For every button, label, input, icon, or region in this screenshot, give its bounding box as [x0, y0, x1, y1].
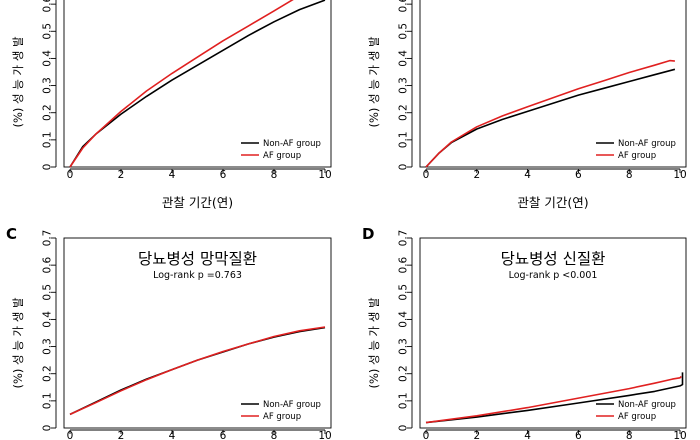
x-axis-label: 관찰 기간(연) — [162, 195, 233, 210]
y-tick-label: 0.3 — [41, 338, 53, 355]
series-line-af — [425, 59, 675, 168]
y-tick-label: 0.6 — [41, 0, 53, 12]
series-line-af — [425, 375, 682, 424]
y-tick-label: 0.3 — [41, 77, 53, 94]
y-tick-label: 0.2 — [41, 365, 53, 382]
y-axis-label: (%) 성 능 가 생 발 — [11, 36, 25, 127]
x-tick-label: 0 — [423, 430, 430, 440]
legend-entry: AF group — [618, 151, 656, 161]
x-tick-label: 4 — [169, 169, 176, 181]
chart-panel-2: 00.10.20.30.40.50.60.70246810관찰 기간(연)(%)… — [367, 0, 687, 210]
y-axis-label: (%) 성 능 가 생 발 — [11, 297, 25, 388]
y-tick-label: 0.6 — [41, 256, 53, 273]
x-tick-label: 0 — [67, 430, 74, 440]
y-tick-label: 0.7 — [397, 230, 409, 247]
series-line-non-af — [425, 372, 684, 424]
y-tick-label: 0.1 — [397, 132, 409, 149]
y-tick-label: 0 — [397, 164, 409, 171]
y-tick-label: 0.1 — [41, 132, 53, 149]
x-tick-label: 10 — [673, 430, 686, 440]
plot-frame — [63, 237, 332, 429]
legend-entry: AF group — [263, 412, 301, 422]
x-tick-label: 8 — [271, 430, 278, 440]
y-tick-label: 0.6 — [397, 0, 409, 12]
x-tick-label: 10 — [318, 169, 331, 181]
y-tick-label: 0.1 — [397, 393, 409, 410]
y-tick-label: 0.6 — [397, 256, 409, 273]
x-tick-label: 6 — [575, 430, 582, 440]
x-tick-label: 8 — [271, 169, 278, 181]
y-tick-label: 0.5 — [397, 23, 409, 40]
plot-frame — [419, 237, 687, 429]
y-tick-label: 0.7 — [41, 230, 53, 247]
legend-entry: Non-AF group — [263, 400, 321, 410]
y-axis-label: (%) 성 능 가 생 발 — [367, 36, 381, 127]
y-tick-label: 0.5 — [41, 284, 53, 301]
x-tick-label: 4 — [524, 169, 531, 181]
panel-subtitle: Log-rank p =0.763 — [153, 270, 242, 281]
x-tick-label: 10 — [673, 169, 686, 181]
y-tick-label: 0.3 — [397, 338, 409, 355]
x-tick-label: 6 — [220, 169, 227, 181]
x-tick-label: 6 — [220, 430, 227, 440]
y-tick-label: 0.5 — [41, 23, 53, 40]
x-tick-label: 2 — [473, 430, 480, 440]
y-axis-label: (%) 성 능 가 생 발 — [367, 297, 381, 388]
panel-letter: C — [6, 225, 17, 243]
panel-title: 당뇨병성 망막질환 — [138, 250, 257, 268]
panel-title: 당뇨병성 신질환 — [501, 250, 606, 268]
x-tick-label: 10 — [318, 430, 331, 440]
x-tick-label: 4 — [169, 430, 176, 440]
panel-letter: D — [362, 225, 374, 243]
y-tick-label: 0 — [397, 425, 409, 432]
x-tick-label: 2 — [118, 430, 125, 440]
y-tick-label: 0.1 — [41, 393, 53, 410]
series-line-af — [69, 326, 326, 416]
x-tick-label: 0 — [67, 169, 74, 181]
legend-entry: AF group — [618, 412, 656, 422]
y-tick-label: 0.2 — [397, 365, 409, 382]
x-tick-label: 2 — [473, 169, 480, 181]
x-axis-label: 관찰 기간(연) — [517, 195, 588, 210]
y-tick-label: 0.2 — [397, 104, 409, 121]
y-tick-label: 0.2 — [41, 104, 53, 121]
y-tick-label: 0.4 — [41, 50, 53, 67]
legend-entry: Non-AF group — [618, 400, 676, 410]
x-tick-label: 8 — [626, 430, 633, 440]
y-tick-label: 0 — [41, 164, 53, 171]
series-line-af — [69, 0, 294, 168]
y-tick-label: 0.5 — [397, 284, 409, 301]
chart-panel-4: 0 0.1 0.2 0.3 0.4 0.5 0.6 0.7 0 2 4 6 8 10 (%) 성 능 가 생… — [362, 225, 687, 440]
x-tick-label: 0 — [423, 169, 430, 181]
y-tick-label: 0.4 — [41, 311, 53, 328]
x-tick-label: 2 — [118, 169, 125, 181]
chart-panel-1: 00.10.20.30.40.50.60.70246810관찰 기간(연)(%)… — [11, 0, 332, 210]
y-tick-label: 0.3 — [397, 77, 409, 94]
legend-entry: AF group — [263, 151, 301, 161]
legend-entry: Non-AF group — [263, 139, 321, 149]
legend-entry: Non-AF group — [618, 139, 676, 149]
x-tick-label: 8 — [626, 169, 633, 181]
chart-panel-3: 0 0.1 0.2 0.3 0.4 0.5 0.6 0.7 0 2 4 6 8 10 (%) 성 능 가 생… — [6, 225, 332, 440]
y-tick-label: 0.4 — [397, 50, 409, 67]
panel-subtitle: Log-rank p <0.001 — [509, 270, 598, 281]
x-tick-label: 6 — [575, 169, 582, 181]
plot-frame — [419, 0, 687, 168]
plot-frame — [63, 0, 332, 168]
y-tick-label: 0.4 — [397, 311, 409, 328]
y-tick-label: 0 — [41, 425, 53, 432]
x-tick-label: 4 — [524, 430, 531, 440]
